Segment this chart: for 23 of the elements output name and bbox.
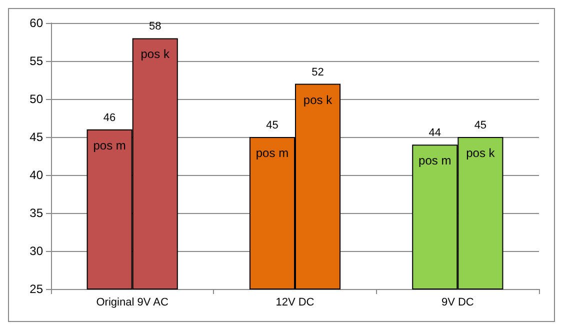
y-tick-label: 35	[30, 206, 44, 220]
y-tick-label: 45	[30, 130, 44, 144]
series-label: pos k	[466, 146, 496, 160]
text: pos k	[303, 92, 332, 107]
y-tick-label: 55	[30, 54, 44, 68]
data-label: 45	[266, 120, 278, 132]
data-label: 44	[428, 127, 442, 140]
data-label: 46	[103, 112, 116, 124]
x-tick-label: Original 9V AC	[96, 296, 168, 308]
series-label: pos m	[256, 146, 289, 160]
text: pos m	[93, 138, 126, 152]
data-label: 45	[474, 120, 487, 132]
y-tick-label: 40	[30, 168, 44, 182]
y-tick-label: 30	[30, 244, 44, 258]
y-tick-label: 25	[30, 282, 44, 296]
data-label: 58	[148, 20, 162, 33]
x-tick-label: 9V DC	[441, 296, 474, 308]
x-tick-label: 12V DC	[276, 296, 314, 308]
y-tick-label: 50	[30, 92, 44, 106]
text: pos m	[418, 154, 452, 168]
text: pos k	[140, 47, 170, 62]
y-tick-label: 60	[30, 16, 44, 30]
data-label: 52	[312, 66, 324, 78]
